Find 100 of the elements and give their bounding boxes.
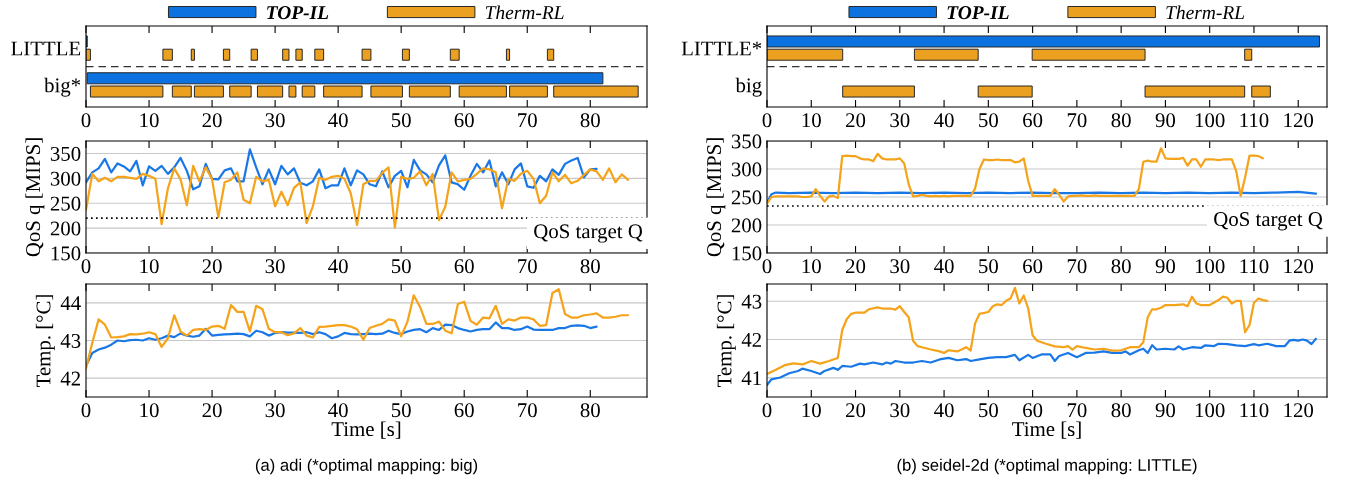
x-tick-label: 10 bbox=[802, 403, 821, 418]
y-tick-label: 200 bbox=[50, 221, 81, 236]
text: (a) adi (*optimal mapping: big) bbox=[255, 458, 478, 475]
y-tick-label: 250 bbox=[731, 190, 762, 205]
x-tick-label: 100 bbox=[1195, 259, 1225, 274]
x-tick-label: 20 bbox=[846, 403, 866, 418]
y-tick-label: 150 bbox=[51, 246, 81, 261]
y-tick-label: 350 bbox=[50, 146, 81, 161]
x-tick-label: 80 bbox=[580, 403, 600, 418]
x-tick-label: 40 bbox=[328, 259, 348, 274]
x-tick-label: 0 bbox=[762, 259, 772, 274]
x-axis-title: Time [s] bbox=[1012, 421, 1081, 439]
x-tick-label: 120 bbox=[1284, 403, 1314, 418]
ref-line-label: QoS target Q bbox=[534, 224, 643, 243]
x-tick-label: 0 bbox=[81, 403, 91, 418]
legend-label: Therm-RL bbox=[1166, 5, 1245, 20]
x-tick-label: 50 bbox=[391, 259, 411, 274]
x-tick-label: 60 bbox=[1023, 403, 1043, 418]
legend-label: TOP-IL bbox=[267, 6, 329, 20]
x-tick-label: 70 bbox=[518, 259, 537, 274]
x-tick-label: 60 bbox=[454, 403, 474, 418]
x-tick-label: 20 bbox=[846, 113, 866, 128]
x-tick-label: 120 bbox=[1284, 113, 1314, 128]
x-tick-label: 110 bbox=[1240, 403, 1269, 418]
x-tick-label: 50 bbox=[391, 113, 411, 128]
x-tick-label: 0 bbox=[81, 113, 91, 128]
x-tick-label: 10 bbox=[140, 259, 159, 274]
y-tick-label: 44 bbox=[60, 296, 81, 311]
y-axis-title: QoS q [MIPS] bbox=[706, 138, 726, 257]
y-tick-label: 41 bbox=[741, 371, 761, 386]
text: (b) seidel-2d (*optimal mapping: LITTLE) bbox=[897, 458, 1197, 475]
x-tick-label: 110 bbox=[1240, 113, 1269, 128]
x-tick-label: 10 bbox=[802, 259, 821, 274]
y-tick-label: big bbox=[735, 77, 762, 97]
x-tick-label: 80 bbox=[580, 113, 600, 128]
y-axis-title: Temp. [°C] bbox=[716, 295, 736, 387]
x-tick-label: 0 bbox=[762, 113, 772, 128]
x-tick-label: 50 bbox=[391, 403, 411, 418]
x-tick-label: 80 bbox=[580, 259, 600, 274]
x-tick-label: 90 bbox=[1155, 259, 1176, 274]
y-axis-title: Temp. [°C] bbox=[35, 295, 55, 387]
x-tick-label: 40 bbox=[328, 403, 348, 418]
x-tick-label: 80 bbox=[1111, 403, 1131, 418]
legend-label: TOP-IL bbox=[947, 6, 1009, 20]
x-tick-label: 40 bbox=[328, 113, 348, 128]
y-tick-label: 250 bbox=[50, 196, 81, 211]
x-tick-label: 80 bbox=[1111, 259, 1131, 274]
y-tick-label: 43 bbox=[741, 294, 762, 309]
x-tick-label: 70 bbox=[518, 403, 537, 418]
y-tick-label: 43 bbox=[60, 333, 81, 348]
x-tick-label: 40 bbox=[934, 259, 954, 274]
y-tick-label: 300 bbox=[50, 171, 81, 186]
y-tick-label: LITTLE* bbox=[681, 41, 762, 56]
x-tick-label: 0 bbox=[81, 259, 91, 274]
x-tick-label: 0 bbox=[762, 403, 772, 418]
x-tick-label: 70 bbox=[1067, 259, 1087, 274]
x-tick-label: 90 bbox=[1155, 403, 1176, 418]
legend-label: Therm-RL bbox=[485, 5, 564, 20]
x-tick-label: 30 bbox=[890, 259, 910, 274]
x-tick-label: 20 bbox=[846, 259, 866, 274]
x-tick-label: 60 bbox=[454, 259, 474, 274]
y-tick-label: 300 bbox=[731, 162, 762, 177]
x-tick-label: 30 bbox=[265, 259, 285, 274]
y-tick-label: 350 bbox=[731, 134, 762, 149]
x-tick-label: 20 bbox=[202, 259, 222, 274]
x-tick-label: 80 bbox=[1111, 113, 1131, 128]
x-tick-label: 70 bbox=[518, 113, 537, 128]
y-tick-label: 42 bbox=[741, 332, 761, 347]
x-tick-label: 10 bbox=[802, 113, 821, 128]
y-tick-label: LITTLE bbox=[11, 41, 81, 56]
x-axis-title: Time [s] bbox=[331, 421, 401, 439]
y-tick-label: 200 bbox=[731, 218, 762, 233]
x-tick-label: 40 bbox=[934, 113, 954, 128]
x-tick-label: 30 bbox=[265, 113, 285, 128]
x-tick-label: 70 bbox=[1067, 403, 1087, 418]
x-tick-label: 60 bbox=[454, 113, 474, 128]
x-tick-label: 30 bbox=[890, 113, 910, 128]
x-tick-label: 10 bbox=[140, 113, 159, 128]
x-tick-label: 10 bbox=[140, 403, 159, 418]
y-axis-title: QoS q [MIPS] bbox=[25, 138, 45, 257]
x-tick-label: 30 bbox=[265, 403, 285, 418]
x-tick-label: 20 bbox=[202, 113, 222, 128]
x-tick-label: 20 bbox=[202, 403, 222, 418]
x-tick-label: 90 bbox=[1155, 113, 1176, 128]
x-tick-label: 50 bbox=[979, 113, 998, 128]
x-tick-label: 40 bbox=[934, 403, 954, 418]
x-tick-label: 60 bbox=[1023, 113, 1043, 128]
y-tick-label: big* bbox=[44, 77, 81, 97]
x-tick-label: 100 bbox=[1195, 403, 1225, 418]
x-tick-label: 110 bbox=[1240, 259, 1269, 274]
y-tick-label: 150 bbox=[732, 246, 762, 261]
y-tick-label: 42 bbox=[60, 371, 80, 386]
x-tick-label: 50 bbox=[979, 403, 998, 418]
x-tick-label: 100 bbox=[1195, 113, 1225, 128]
x-tick-label: 120 bbox=[1284, 259, 1314, 274]
ref-line-label: QoS target Q bbox=[1214, 212, 1323, 231]
x-tick-label: 60 bbox=[1023, 259, 1043, 274]
x-tick-label: 70 bbox=[1067, 113, 1087, 128]
x-tick-label: 30 bbox=[890, 403, 910, 418]
x-tick-label: 50 bbox=[979, 259, 998, 274]
